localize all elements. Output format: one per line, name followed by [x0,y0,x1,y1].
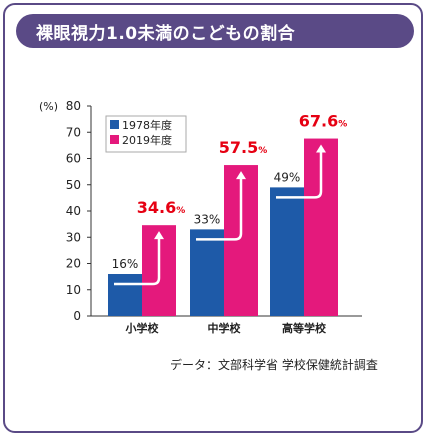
legend-label: 1978年度 [122,118,172,132]
chart-frame [3,3,423,433]
y-tick-label: 10 [66,283,81,297]
data-label-2019: 57.5% [219,138,268,157]
bar-1978 [190,229,224,316]
x-category-label: 高等学校 [282,321,327,335]
legend-swatch [110,135,119,144]
y-tick-label: 30 [66,230,81,244]
data-label-1978: 33% [194,212,221,226]
legend-label: 2019年度 [122,133,172,147]
increase-arrow-head [316,144,326,153]
y-tick-label: 40 [66,204,81,218]
chart-title: 裸眼視力1.0未満のこどもの割合 [16,14,414,48]
bar-1978 [108,274,142,316]
data-source: データ：文部科学省 学校保健統計調査 [170,358,378,372]
data-label-2019: 34.6% [137,198,186,217]
increase-arrow [276,150,323,199]
x-category-label: 中学校 [208,321,242,335]
y-tick-label: 20 [66,257,81,271]
increase-arrow [114,237,161,286]
increase-arrow-head [154,231,164,240]
bar-1978 [270,187,304,316]
y-tick-label: 60 [66,152,81,166]
y-tick-label: 50 [66,178,81,192]
data-label-1978: 49% [274,170,301,184]
y-tick-label: 70 [66,125,81,139]
increase-arrow [196,177,243,241]
y-tick-label: 0 [73,309,81,323]
legend-box [105,115,187,153]
y-axis-unit-label: (%) [39,100,58,113]
y-tick-label: 80 [66,99,81,113]
increase-arrow-head [236,171,246,180]
data-label-2019: 67.6% [299,112,348,131]
x-category-label: 小学校 [125,321,160,335]
legend-swatch [110,120,119,129]
data-label-1978: 16% [112,257,139,271]
